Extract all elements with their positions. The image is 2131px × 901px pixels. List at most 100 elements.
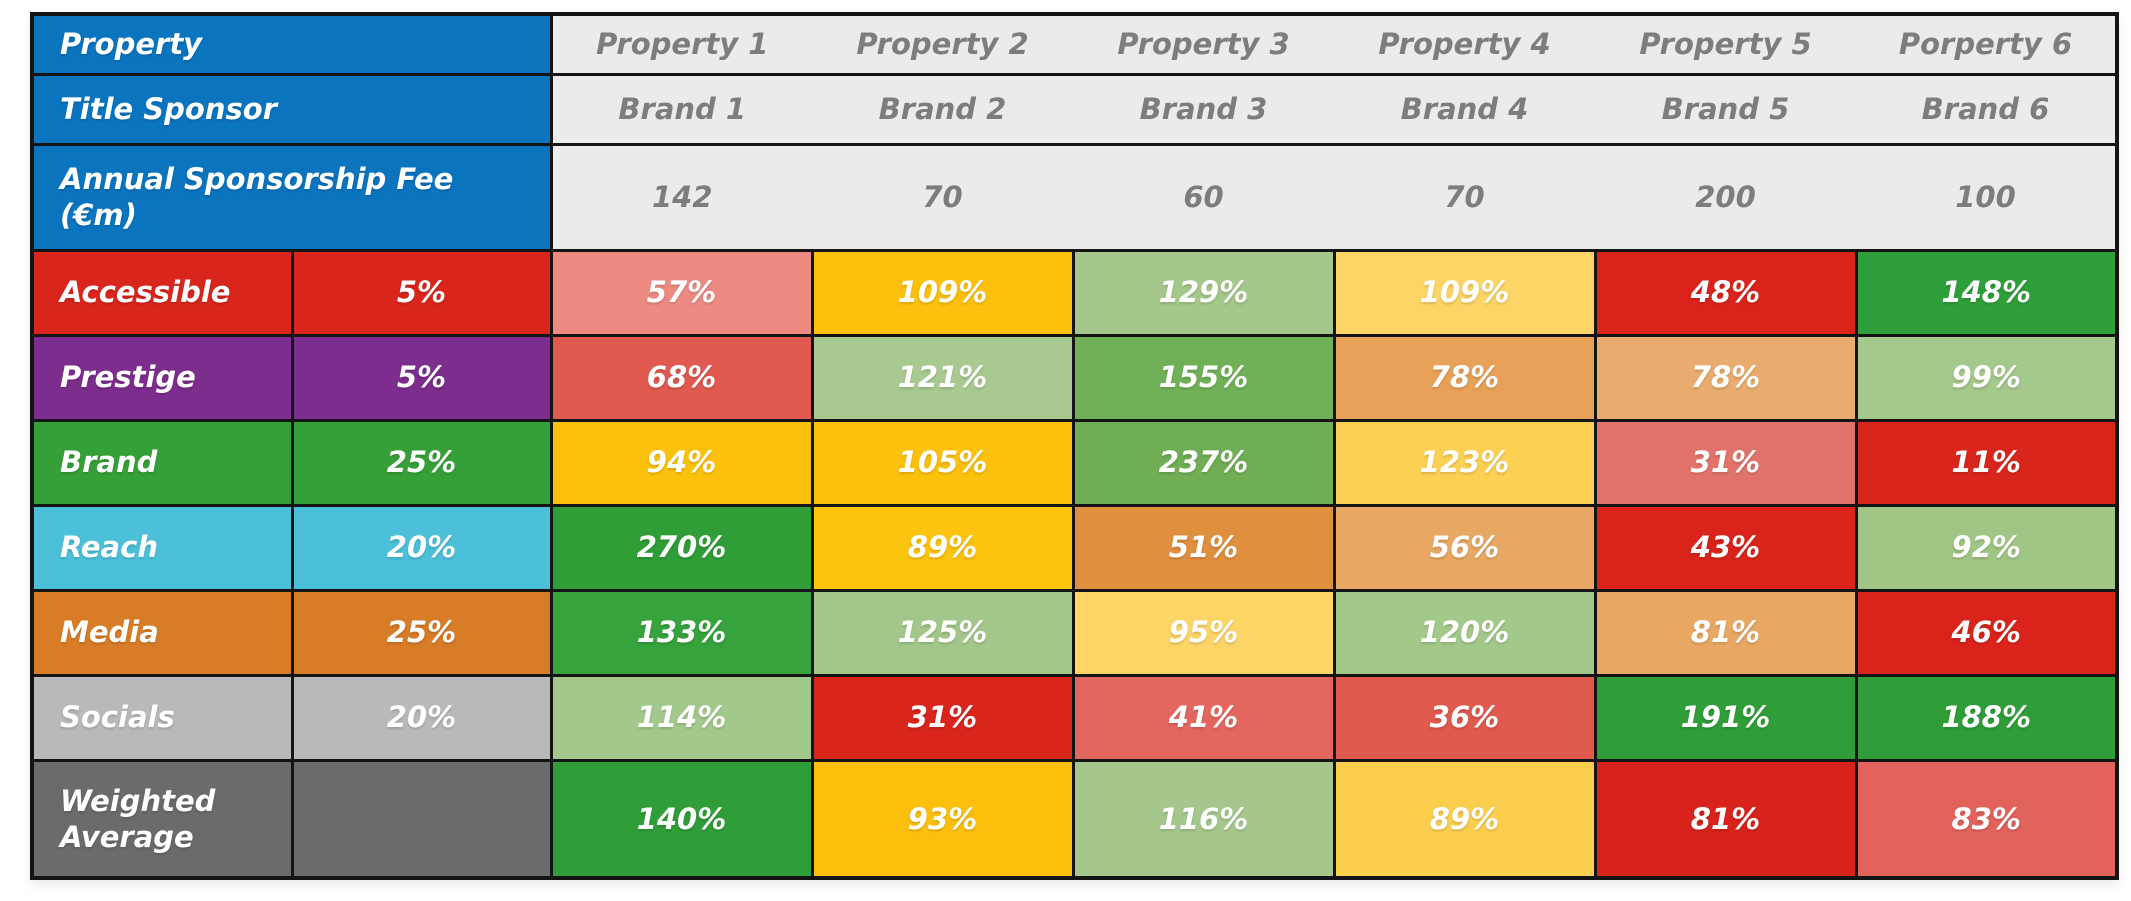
header-value-cell: 70 <box>1334 142 1595 252</box>
score-cell: 133% <box>549 588 814 677</box>
header-value-cell: Brand 2 <box>812 72 1073 146</box>
score-cell: 120% <box>1332 588 1597 677</box>
criteria-row: Weighted Average 140% 93% 116% 89% 81% 83% <box>30 758 2119 880</box>
score-cell: 81% <box>1593 758 1858 880</box>
header-value-cell: 60 <box>1073 142 1334 252</box>
score-cell: 109% <box>810 248 1075 337</box>
cell-text: Accessible <box>60 275 231 310</box>
score-cell: 36% <box>1332 673 1597 762</box>
cell-text: (€m) <box>60 198 137 232</box>
criteria-weight-cell: 25% <box>290 588 553 677</box>
score-cell: 41% <box>1071 673 1336 762</box>
header-value-cell: Brand 3 <box>1073 72 1334 146</box>
score-cell: 270% <box>549 503 814 592</box>
header-label-cell: Annual Sponsorship Fee (€m) <box>30 142 553 252</box>
score-cell: 95% <box>1071 588 1336 677</box>
cell-text: Average <box>60 819 194 854</box>
header-value-cell: Property 2 <box>812 12 1073 76</box>
cell-text: Weighted <box>60 783 216 818</box>
criteria-row: Socials 20% 114% 31% 41% 36% 191% 188% <box>30 673 2119 762</box>
score-cell: 48% <box>1593 248 1858 337</box>
score-cell: 121% <box>810 333 1075 422</box>
header-value-cell: Porperty 6 <box>1856 12 2117 76</box>
criteria-weight-cell: 20% <box>290 503 553 592</box>
header-row: Property Property 1 Property 2 Property 3 Pr… <box>30 12 2117 76</box>
score-cell: 109% <box>1332 248 1597 337</box>
score-cell: 78% <box>1332 333 1597 422</box>
criteria-label-cell: Prestige <box>30 333 294 422</box>
score-cell: 46% <box>1854 588 2119 677</box>
sponsorship-scorecard-table: Property Property 1 Property 2 Property 3 Pr… <box>30 12 2119 880</box>
criteria-label-cell: Media <box>30 588 294 677</box>
criteria-weight-cell: 5% <box>290 333 553 422</box>
score-cell: 155% <box>1071 333 1336 422</box>
header-row: Annual Sponsorship Fee (€m) 142 70 60 70 200 10… <box>30 142 2117 252</box>
score-cell: 140% <box>549 758 814 880</box>
score-cell: 89% <box>810 503 1075 592</box>
score-cell: 31% <box>810 673 1075 762</box>
criteria-weight-cell: 5% <box>290 248 553 337</box>
header-value-cell: Brand 6 <box>1856 72 2117 146</box>
header-value-cell: 100 <box>1856 142 2117 252</box>
criteria-weight-cell: 20% <box>290 673 553 762</box>
criteria-row: Reach 20% 270% 89% 51% 56% 43% 92% <box>30 503 2119 592</box>
score-cell: 105% <box>810 418 1075 507</box>
score-cell: 56% <box>1332 503 1597 592</box>
criteria-row: Media 25% 133% 125% 95% 120% 81% 46% <box>30 588 2119 677</box>
criteria-weight-cell: 25% <box>290 418 553 507</box>
cell-text: Socials <box>60 700 175 735</box>
score-cell: 92% <box>1854 503 2119 592</box>
cell-text: Prestige <box>60 360 196 395</box>
cell-text: Annual Sponsorship Fee <box>60 161 454 196</box>
score-cell: 99% <box>1854 333 2119 422</box>
header-value-cell: Property 3 <box>1073 12 1334 76</box>
score-cell: 93% <box>810 758 1075 880</box>
score-cell: 31% <box>1593 418 1858 507</box>
score-cell: 83% <box>1854 758 2119 880</box>
cell-text: Brand <box>60 445 158 480</box>
header-value-cell: Brand 5 <box>1595 72 1856 146</box>
criteria-weight-cell <box>290 758 553 880</box>
header-label-cell: Title Sponsor <box>30 72 553 146</box>
score-cell: 123% <box>1332 418 1597 507</box>
score-cell: 114% <box>549 673 814 762</box>
header-value-cell: Brand 1 <box>551 72 812 146</box>
score-cell: 125% <box>810 588 1075 677</box>
score-cell: 57% <box>549 248 814 337</box>
header-value-cell: 142 <box>551 142 812 252</box>
score-cell: 43% <box>1593 503 1858 592</box>
score-cell: 81% <box>1593 588 1858 677</box>
score-cell: 129% <box>1071 248 1336 337</box>
score-cell: 11% <box>1854 418 2119 507</box>
cell-text: Title Sponsor <box>60 91 277 126</box>
criteria-label-cell: Reach <box>30 503 294 592</box>
criteria-row: Brand 25% 94% 105% 237% 123% 31% 11% <box>30 418 2119 507</box>
score-cell: 89% <box>1332 758 1597 880</box>
table-body: Property Property 1 Property 2 Property 3 Pr… <box>30 12 2119 880</box>
score-cell: 237% <box>1071 418 1336 507</box>
criteria-row: Accessible 5% 57% 109% 129% 109% 48% 148% <box>30 248 2119 337</box>
header-value-cell: Brand 4 <box>1334 72 1595 146</box>
cell-text: Property <box>60 27 203 62</box>
score-cell: 148% <box>1854 248 2119 337</box>
cell-text: Reach <box>60 530 158 565</box>
header-value-cell: Property 4 <box>1334 12 1595 76</box>
score-cell: 51% <box>1071 503 1336 592</box>
header-row: Title Sponsor Brand 1 Brand 2 Brand 3 Brand … <box>30 72 2117 146</box>
criteria-label-cell: Weighted Average <box>30 758 294 880</box>
score-cell: 116% <box>1071 758 1336 880</box>
criteria-label-cell: Accessible <box>30 248 294 337</box>
cell-text: Media <box>60 615 159 650</box>
score-cell: 188% <box>1854 673 2119 762</box>
header-value-cell: 200 <box>1595 142 1856 252</box>
score-cell: 191% <box>1593 673 1858 762</box>
header-value-cell: Property 5 <box>1595 12 1856 76</box>
header-value-cell: 70 <box>812 142 1073 252</box>
score-cell: 78% <box>1593 333 1858 422</box>
score-cell: 68% <box>549 333 814 422</box>
criteria-label-cell: Socials <box>30 673 294 762</box>
score-cell: 94% <box>549 418 814 507</box>
header-value-cell: Property 1 <box>551 12 812 76</box>
criteria-label-cell: Brand <box>30 418 294 507</box>
